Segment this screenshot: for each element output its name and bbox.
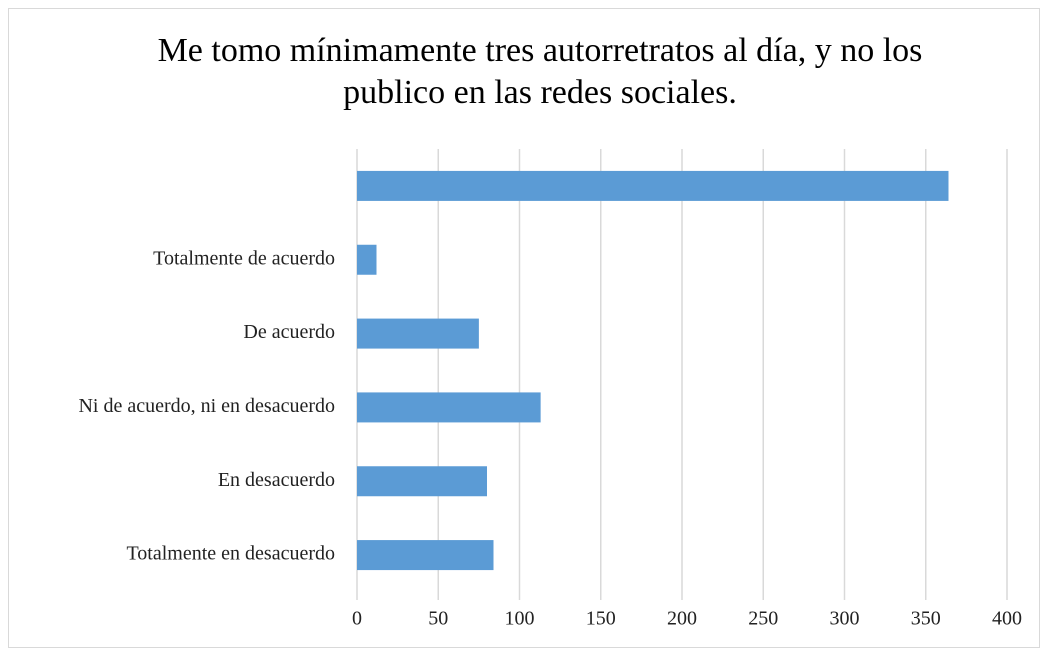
x-tick-label: 250	[748, 608, 778, 630]
x-tick-label: 150	[586, 608, 616, 630]
bar	[357, 170, 949, 201]
y-tick-label: Ni de acuerdo, ni en desacuerdo	[78, 395, 335, 417]
x-tick-label: 300	[830, 608, 860, 630]
chart-title: Me tomo mínimamente tres autorretratos a…	[157, 32, 923, 111]
bar	[357, 318, 479, 349]
x-tick-label: 100	[505, 608, 535, 630]
bar	[357, 540, 494, 571]
y-tick-label: Totalmente de acuerdo	[153, 247, 335, 269]
x-tick-label: 200	[667, 608, 697, 630]
y-tick-label: Totalmente en desacuerdo	[126, 543, 335, 565]
bar	[357, 392, 541, 423]
bar	[357, 466, 487, 497]
x-tick-label: 350	[911, 608, 941, 630]
bar	[357, 244, 377, 275]
y-tick-label: En desacuerdo	[218, 469, 335, 491]
x-tick-label: 0	[352, 608, 362, 630]
y-tick-label: De acuerdo	[243, 321, 335, 343]
x-tick-label: 50	[428, 608, 448, 630]
x-tick-label: 400	[992, 608, 1022, 630]
